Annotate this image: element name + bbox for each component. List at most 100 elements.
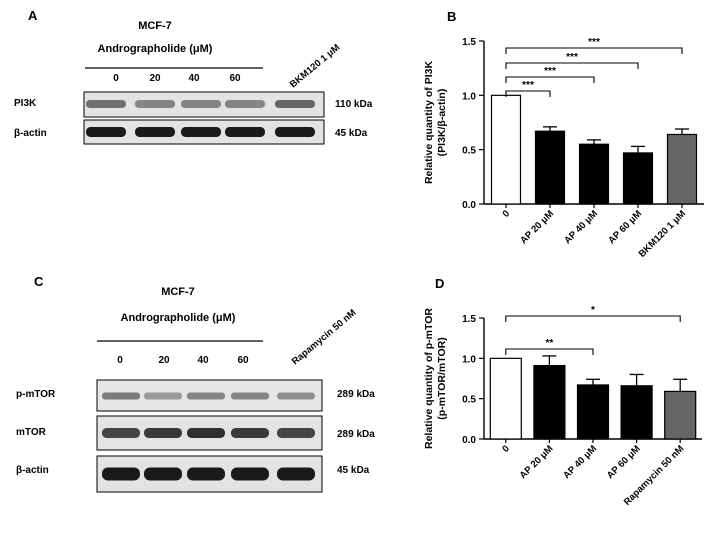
band-c-bands-row0-lane1: [144, 392, 182, 400]
chart-b-significance-bracket: [505, 76, 595, 83]
band-c-bands-row0-lane4: [277, 392, 315, 400]
panel-d-letter: D: [435, 276, 444, 291]
chart-b-xtick-label: 0: [501, 208, 513, 220]
band-c-bands-row1-lane3: [231, 428, 269, 438]
panel-a-dose-40: 40: [188, 73, 200, 84]
chart-b-bar: [666, 133, 698, 205]
blot-a-size-pi3k: 110 kDa: [335, 99, 373, 110]
panel-c-control-label: Rapamycin 50 nM: [290, 307, 359, 367]
chart-d-significance-bracket: [505, 315, 681, 322]
panel-c-treatment-label: Andrographolide (μM): [121, 312, 236, 324]
band-c-bands-row1-lane1: [144, 428, 182, 438]
band-a-bands-row0-lane1: [135, 100, 175, 108]
band-c-bands-row1-lane0: [102, 428, 140, 438]
band-c-bands-row1-lane4: [277, 428, 315, 438]
chart-d-bar: [533, 364, 566, 440]
chart-b-bar: [534, 130, 566, 205]
chart-d-bar: [576, 384, 610, 440]
band-c-bands-row0-lane0: [102, 392, 140, 400]
chart-b-ytick-label: 1.0: [462, 91, 476, 102]
band-a-bands-row1-lane3: [225, 127, 265, 137]
panel-c-bands: [102, 392, 315, 481]
chart-b-ytick-label: 0.5: [462, 146, 476, 157]
panel-c-dose-40: 40: [197, 355, 209, 366]
panel-c-dose-20: 20: [158, 355, 170, 366]
chart-b-xtick-label: AP 60 μM: [606, 208, 644, 246]
panel-a-dose-labels: 0 20 40 60: [113, 73, 241, 84]
panel-a-letter: A: [28, 8, 38, 23]
chart-d-bar: [620, 385, 653, 440]
band-c-bands-row1-lane2: [187, 428, 225, 438]
band-c-bands-row2-lane4: [277, 467, 315, 481]
band-a-bands-row0-lane2: [181, 100, 221, 108]
panel-a-cell-line: MCF-7: [138, 20, 172, 32]
chart-d-significance-label: *: [591, 305, 595, 316]
chart-d-xtick-label: 0: [500, 443, 512, 455]
band-a-bands-row1-lane4: [275, 127, 315, 137]
chart-d-xtick-label: AP 60 μM: [605, 443, 643, 481]
blot-c-row-label-mtor: mTOR: [16, 427, 47, 438]
chart-b-ylabel-line: Relative quantity of PI3K: [423, 61, 435, 185]
blot-c-row-label-pmtor: p-mTOR: [16, 389, 56, 400]
chart-d-xtick-label: AP 40 μM: [561, 443, 599, 481]
band-c-bands-row2-lane0: [102, 467, 140, 481]
blot-a-size-actin: 45 kDa: [335, 128, 368, 139]
band-c-bands-row0-lane3: [231, 392, 269, 400]
chart-d-ytick-label: 0.0: [462, 435, 476, 446]
chart-d-bar: [489, 357, 522, 440]
chart-b-bar: [490, 94, 522, 205]
panel-a: A MCF-7 Andrographolide (μM) 0 20 40 60 …: [14, 8, 373, 145]
chart-d-significance-bracket: [505, 348, 594, 355]
band-c-bands-row2-lane3: [231, 467, 269, 481]
chart-b-significance-bracket: [505, 90, 551, 97]
panel-c: C MCF-7 Andrographolide (μM) 0 20 40 60 …: [16, 274, 375, 493]
band-a-bands-row0-lane0: [86, 100, 126, 108]
panel-c-letter: C: [34, 274, 44, 289]
panel-d: D 0.0 0.5 1.0 1.5 Relative quantity of p-mTO…: [423, 276, 702, 508]
chart-b: 0.0 0.5 1.0 1.5 Relative quantity of PI3K (PI…: [423, 37, 704, 260]
band-a-bands-row1-lane2: [181, 127, 221, 137]
panel-c-dose-60: 60: [237, 355, 249, 366]
blot-c-size-actin: 45 kDa: [337, 465, 370, 476]
band-c-bands-row2-lane2: [187, 467, 225, 481]
chart-b-bar: [578, 143, 610, 205]
band-c-bands-row0-lane2: [187, 392, 225, 400]
chart-b-significance-label: ***: [544, 66, 556, 77]
panel-a-treatment-label: Andrographolide (μM): [98, 43, 213, 55]
panel-c-cell-line: MCF-7: [161, 286, 195, 298]
chart-b-ylabel-line: (PI3K/β-actin): [436, 89, 448, 157]
chart-d-bar: [664, 390, 697, 440]
panel-a-dose-0: 0: [113, 73, 119, 84]
panel-b-letter: B: [447, 9, 456, 24]
chart-d-ylabel-line: (p-mTOR/mTOR): [436, 337, 448, 419]
chart-b-xtick-label: BKM120 1 μM: [637, 208, 689, 260]
chart-b-xtick-label: AP 40 μM: [562, 208, 600, 246]
band-a-bands-row0-lane3: [225, 100, 265, 108]
panel-a-dose-60: 60: [229, 73, 241, 84]
blot-c-size-mtor: 289 kDa: [337, 429, 375, 440]
band-a-bands-row1-lane0: [86, 127, 126, 137]
panel-a-bands: [86, 100, 315, 137]
panel-a-control-label: BKM120 1 μM: [288, 42, 342, 90]
chart-b-bar: [622, 152, 654, 205]
panel-b: B 0.0 0.5 1.0 1.5 Relative quantity of PI3K(…: [423, 9, 704, 260]
panel-c-dose-0: 0: [117, 355, 123, 366]
chart-b-significance-bracket: [505, 47, 683, 54]
blot-a-row-label-actin: β-actin: [14, 128, 47, 139]
chart-d-ytick-label: 1.5: [462, 314, 476, 325]
chart-b-ytick-label: 0.0: [462, 200, 476, 211]
band-c-bands-row2-lane1: [144, 467, 182, 481]
band-a-bands-row0-lane4: [275, 100, 315, 108]
blot-c-row-label-actin: β-actin: [16, 465, 49, 476]
blot-a-row-label-pi3k: PI3K: [14, 98, 37, 109]
chart-b-significance-label: ***: [566, 52, 578, 63]
blot-c-size-pmtor: 289 kDa: [337, 389, 375, 400]
chart-b-significance-bracket: [505, 62, 639, 69]
band-a-bands-row1-lane1: [135, 127, 175, 137]
panel-a-dose-20: 20: [149, 73, 161, 84]
chart-d-ylabel-line: Relative quantity of p-mTOR: [423, 308, 435, 449]
chart-d-ytick-label: 1.0: [462, 354, 476, 365]
chart-b-significance-label: ***: [588, 37, 600, 48]
chart-b-xtick-label: AP 20 μM: [518, 208, 556, 246]
